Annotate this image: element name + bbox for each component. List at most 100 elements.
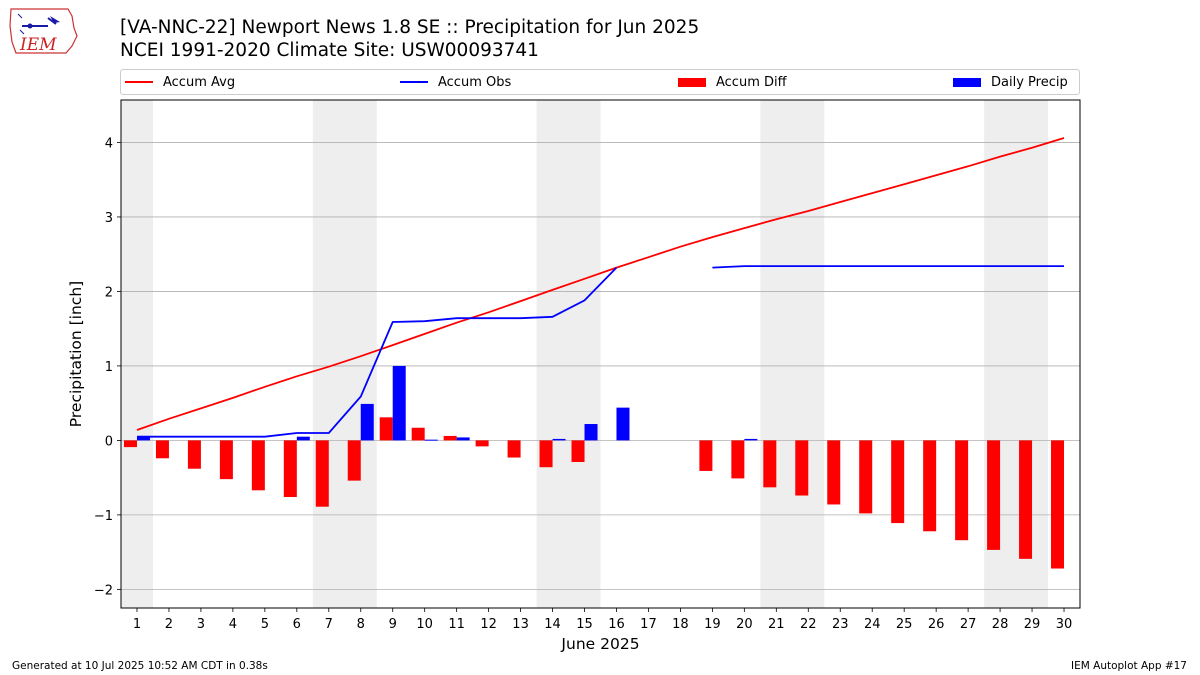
- x-tick-label: 14: [544, 617, 561, 632]
- accum-diff-bar: [763, 440, 777, 488]
- accum-diff-bar: [699, 440, 713, 471]
- x-tick-label: 12: [480, 617, 497, 632]
- x-tick-label: 9: [389, 617, 397, 632]
- accum-diff-bar: [859, 440, 873, 514]
- legend-item-accum-obs: Accum Obs: [400, 70, 511, 94]
- legend-item-daily-precip: Daily Precip: [953, 70, 1068, 94]
- logo-text: IEM: [19, 35, 57, 55]
- x-tick-label: 23: [832, 617, 849, 632]
- daily-precip-bar: [456, 437, 470, 441]
- legend-swatch: [953, 77, 981, 87]
- daily-precip-bar: [296, 436, 310, 441]
- accum-diff-bar: [123, 440, 137, 448]
- accum-diff-bar: [315, 440, 329, 507]
- legend-label: Accum Avg: [163, 74, 236, 90]
- accum-diff-bar: [539, 440, 553, 468]
- x-tick-label: 1: [133, 617, 141, 632]
- x-tick-label: 2: [165, 617, 173, 632]
- accum-diff-bar: [219, 440, 233, 480]
- x-tick-label: 20: [736, 617, 753, 632]
- chart-title: [VA-NNC-22] Newport News 1.8 SE :: Preci…: [120, 17, 700, 38]
- x-tick-label: 30: [1056, 617, 1073, 632]
- x-tick-label: 5: [261, 617, 269, 632]
- x-tick-label: 29: [1024, 617, 1041, 632]
- x-tick-label: 6: [293, 617, 301, 632]
- y-axis-label: Precipitation [inch]: [67, 281, 85, 427]
- x-tick-label: 28: [992, 617, 1009, 632]
- daily-precip-bar: [136, 436, 150, 441]
- legend-label: Daily Precip: [991, 74, 1068, 90]
- y-tick-label: 4: [105, 136, 113, 151]
- daily-precip-bar: [744, 438, 758, 441]
- x-tick-label: 8: [357, 617, 365, 632]
- accum-diff-bar: [955, 440, 969, 541]
- y-tick-label: 2: [105, 285, 113, 300]
- accum-obs-line: [137, 266, 618, 438]
- accum-diff-bar: [987, 440, 1001, 550]
- x-tick-label: 18: [672, 617, 689, 632]
- daily-precip-bar: [360, 403, 374, 441]
- x-tick-label: 16: [608, 617, 625, 632]
- accum-diff-bar: [923, 440, 937, 532]
- plot-frame: [120, 99, 1081, 609]
- accum-diff-bar: [475, 440, 489, 447]
- accum-diff-bar: [1051, 440, 1065, 569]
- legend-item-accum-diff: Accum Diff: [678, 70, 787, 94]
- y-tick-label: −1: [94, 509, 113, 524]
- daily-precip-bar: [552, 438, 566, 441]
- legend-swatch: [678, 77, 706, 87]
- accum-diff-bar: [155, 440, 169, 459]
- weekend-band: [121, 100, 153, 608]
- weekend-band: [536, 100, 601, 608]
- daily-precip-bar: [584, 424, 598, 441]
- accum-diff-bar: [379, 417, 393, 441]
- accum-diff-bar: [411, 427, 425, 441]
- accum-diff-bar: [731, 440, 745, 479]
- x-tick-label: 27: [960, 617, 977, 632]
- accum-diff-bar: [251, 440, 265, 491]
- accum-diff-bar: [187, 440, 201, 469]
- x-tick-label: 7: [325, 617, 333, 632]
- legend-swatch: [125, 81, 153, 83]
- accum-diff-bar: [443, 435, 457, 441]
- x-tick-label: 10: [416, 617, 433, 632]
- x-tick-label: 26: [928, 617, 945, 632]
- accum-obs-line: [712, 265, 1064, 269]
- accum-diff-bar: [1019, 440, 1033, 559]
- x-tick-label: 3: [197, 617, 205, 632]
- daily-precip-bar: [392, 365, 406, 441]
- x-tick-label: 21: [768, 617, 785, 632]
- chart-subtitle: NCEI 1991-2020 Climate Site: USW00093741: [120, 40, 539, 61]
- generated-note: Generated at 10 Jul 2025 10:52 AM CDT in…: [12, 660, 268, 672]
- x-axis-label: June 2025: [560, 635, 639, 653]
- legend-label: Accum Obs: [438, 74, 512, 90]
- y-tick-label: −2: [94, 583, 113, 598]
- iem-logo: IEM: [9, 8, 78, 55]
- x-tick-label: 25: [896, 617, 913, 632]
- x-tick-label: 24: [864, 617, 881, 632]
- daily-precip-bar: [616, 407, 630, 441]
- accum-diff-bar: [507, 440, 521, 458]
- daily-precip-bar: [424, 439, 438, 441]
- accum-diff-bar: [571, 440, 585, 463]
- x-tick-label: 22: [800, 617, 817, 632]
- x-tick-label: 13: [512, 617, 529, 632]
- x-tick-label: 19: [704, 617, 721, 632]
- y-tick-label: 3: [105, 211, 113, 226]
- x-tick-label: 15: [576, 617, 593, 632]
- legend: Accum Avg Accum Obs Accum Diff Daily Pre…: [120, 69, 1080, 95]
- legend-label: Accum Diff: [716, 74, 787, 90]
- accum-diff-bar: [827, 440, 841, 505]
- x-tick-label: 11: [448, 617, 465, 632]
- legend-swatch: [400, 81, 428, 83]
- x-tick-label: 17: [640, 617, 657, 632]
- accum-avg-line: [136, 137, 1065, 431]
- y-tick-label: 0: [105, 434, 113, 449]
- accum-diff-bar: [283, 440, 297, 498]
- x-tick-label: 4: [229, 617, 237, 632]
- accum-diff-bar: [347, 440, 361, 481]
- weekend-band: [760, 100, 825, 608]
- accum-diff-bar: [891, 440, 905, 524]
- legend-item-accum-avg: Accum Avg: [125, 70, 235, 94]
